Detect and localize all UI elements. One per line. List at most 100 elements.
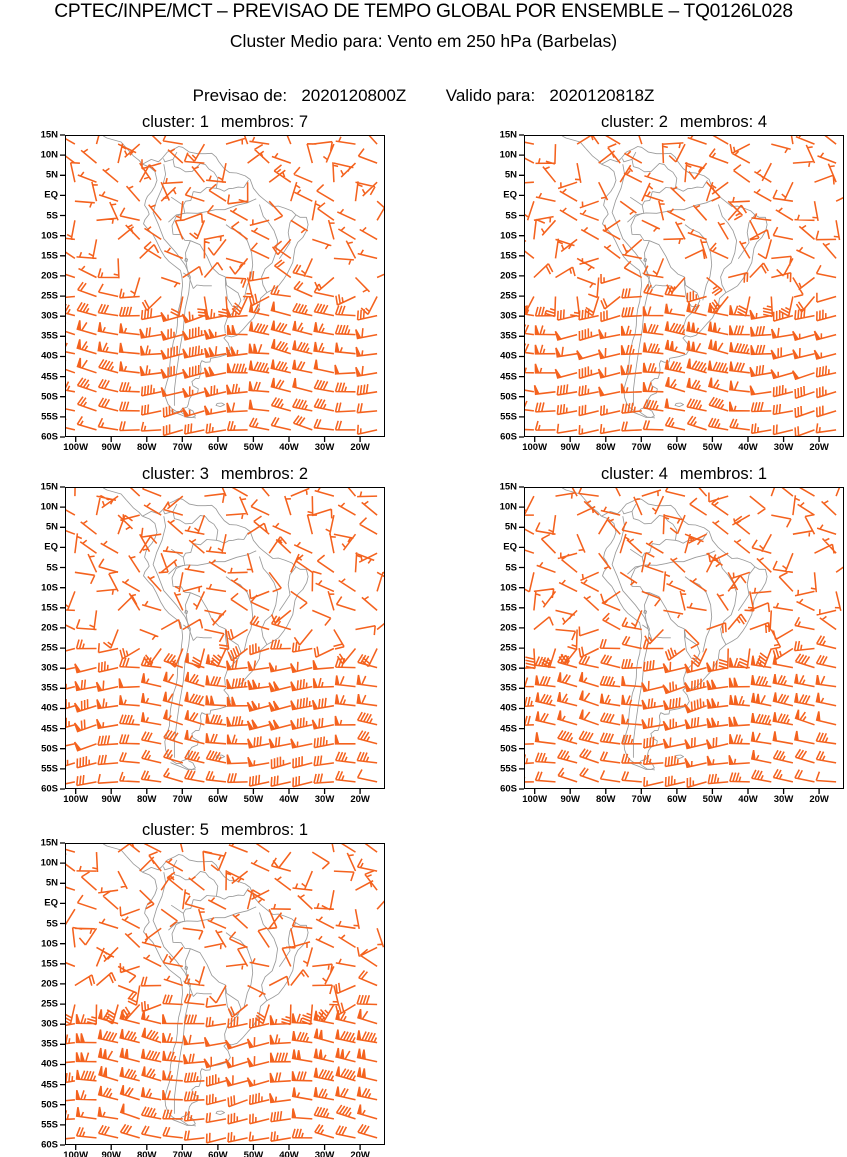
y-axis-label: 10N — [40, 149, 58, 161]
x-axis-label: 80W — [595, 794, 616, 805]
y-axis-label: 10S — [41, 230, 58, 242]
members-label: membros: 1 — [220, 821, 309, 839]
y-axis-label: 55S — [500, 763, 517, 775]
x-axis-label: 20W — [809, 794, 829, 805]
y-axis-label: 20S — [41, 622, 58, 634]
y-axis-label: 40S — [41, 1058, 58, 1070]
y-axis-label: 40S — [41, 350, 58, 362]
y-axis-label: 50S — [500, 391, 517, 403]
panel-title-cluster-3: cluster: 3 membros: 2 — [65, 465, 385, 484]
x-axis-label: 40W — [279, 794, 299, 805]
y-axis-label: 55S — [500, 411, 517, 423]
cluster-panel-4: cluster: 4 membros: 1 15N 10N 5N EQ 5S 10S 15S 20… — [500, 465, 844, 805]
y-axis-label: 5N — [45, 169, 58, 181]
y-axis-label: 10N — [40, 501, 58, 513]
page-subtitle: Cluster Medio para: Vento em 250 hPa (Ba… — [229, 31, 618, 51]
y-axis-label: 10S — [500, 582, 517, 594]
cluster-label: cluster: 5 — [141, 821, 209, 839]
y-axis-label: 35S — [41, 682, 58, 694]
y-axis-label: 60S — [500, 783, 517, 795]
forecast-dates: Previsao de: 2020120800Z Valido para: 20… — [0, 86, 847, 106]
y-axis-label: 25S — [41, 642, 58, 654]
coastlines — [562, 136, 768, 419]
x-axis-label: 100W — [522, 794, 548, 805]
map-canvas — [525, 488, 843, 788]
y-axis-label: 60S — [41, 431, 58, 443]
map-canvas — [525, 136, 843, 436]
y-axis-label: 15S — [41, 958, 58, 970]
x-axis-label: 40W — [279, 442, 299, 453]
y-axis-label: 5N — [504, 521, 517, 533]
y-axis-label: 60S — [500, 431, 517, 443]
y-axis-label: 45S — [500, 723, 517, 735]
x-axis-label: 30W — [314, 794, 335, 805]
valid-label: Valido para: — [445, 86, 536, 105]
cluster-panel-3: cluster: 3 membros: 2 15N 10N 5N EQ 5S 10S 15S 20… — [41, 465, 385, 805]
y-axis-label: 55S — [41, 411, 58, 423]
y-axis-label: 55S — [41, 763, 58, 775]
x-axis-label: 100W — [63, 1150, 89, 1157]
x-axis-label: 90W — [101, 442, 121, 453]
panel-title-cluster-5: cluster: 5 membros: 1 — [65, 821, 385, 840]
x-axis-label: 80W — [136, 1150, 157, 1157]
x-axis-label: 20W — [350, 794, 370, 805]
y-axis-label: 40S — [500, 702, 517, 714]
y-axis-label: 20S — [41, 270, 58, 282]
y-axis-label: 5S — [46, 562, 58, 574]
x-axis-label: 40W — [738, 442, 758, 453]
y-axis-label: 5N — [504, 169, 517, 181]
x-axis-label: 50W — [243, 794, 264, 805]
y-axis-label: 15N — [40, 481, 58, 493]
coastlines — [103, 844, 309, 1127]
y-axis-label: 10S — [500, 230, 517, 242]
x-axis-label: 40W — [738, 794, 758, 805]
forecast-time: 2020120800Z — [301, 86, 407, 105]
x-axis-label: 20W — [809, 442, 829, 453]
panel-title-cluster-2: cluster: 2 membros: 4 — [524, 113, 844, 132]
y-axis-label: 50S — [41, 1099, 58, 1111]
y-axis-label: 40S — [41, 702, 58, 714]
y-axis-label: 30S — [41, 310, 58, 322]
cluster-panel-2: cluster: 2 membros: 4 15N 10N 5N EQ 5S 10S 15S 20… — [500, 113, 844, 453]
y-axis-label: 30S — [500, 662, 517, 674]
y-axis-label: 5N — [45, 521, 58, 533]
y-axis-label: 50S — [500, 743, 517, 755]
cluster-label: cluster: 3 — [141, 465, 209, 483]
y-axis-label: 10N — [499, 501, 517, 513]
members-label: membros: 4 — [679, 113, 768, 131]
y-axis-label: 45S — [41, 1079, 58, 1091]
valid-time: 2020120818Z — [549, 86, 655, 105]
y-axis-label: 20S — [500, 270, 517, 282]
panel-title-cluster-1: cluster: 1 membros: 7 — [65, 113, 385, 132]
page-title: CPTEC/INPE/MCT – PREVISAO DE TEMPO GLOBA… — [54, 0, 793, 22]
y-axis-label: 15S — [500, 602, 517, 614]
x-axis-label: 40W — [279, 1150, 299, 1157]
x-axis-label: 70W — [631, 794, 652, 805]
y-axis-label: 30S — [41, 1018, 58, 1030]
y-axis-label: 20S — [500, 622, 517, 634]
x-axis-label: 80W — [595, 442, 616, 453]
y-axis-label: 15N — [499, 129, 517, 141]
x-axis-label: 90W — [560, 442, 580, 453]
y-axis-label: 45S — [41, 723, 58, 735]
x-axis-label: 90W — [101, 1150, 121, 1157]
x-axis-label: 20W — [350, 442, 370, 453]
y-axis-label: 25S — [41, 998, 58, 1010]
x-axis-label: 30W — [314, 442, 335, 453]
x-axis-label: 80W — [136, 794, 157, 805]
x-axis-label: 70W — [172, 794, 193, 805]
x-axis-label: 60W — [208, 794, 228, 805]
y-axis-label: 35S — [41, 330, 58, 342]
x-axis-label: 50W — [702, 442, 723, 453]
y-axis-label: 10N — [40, 857, 58, 869]
y-axis-label: 40S — [500, 350, 517, 362]
y-axis-label: 30S — [41, 662, 58, 674]
cluster-panel-1: cluster: 1 membros: 7 15N 10N 5N EQ 5S 10S 15S 20… — [41, 113, 385, 453]
y-axis-label: 60S — [41, 783, 58, 795]
y-axis-label: 5N — [45, 877, 58, 889]
y-axis-label: EQ — [503, 189, 517, 201]
y-axis-label: 10N — [499, 149, 517, 161]
x-axis-label: 70W — [631, 442, 652, 453]
cluster-panel-5: cluster: 5 membros: 1 15N 10N 5N EQ 5S 10S 15S 20… — [41, 821, 385, 1157]
